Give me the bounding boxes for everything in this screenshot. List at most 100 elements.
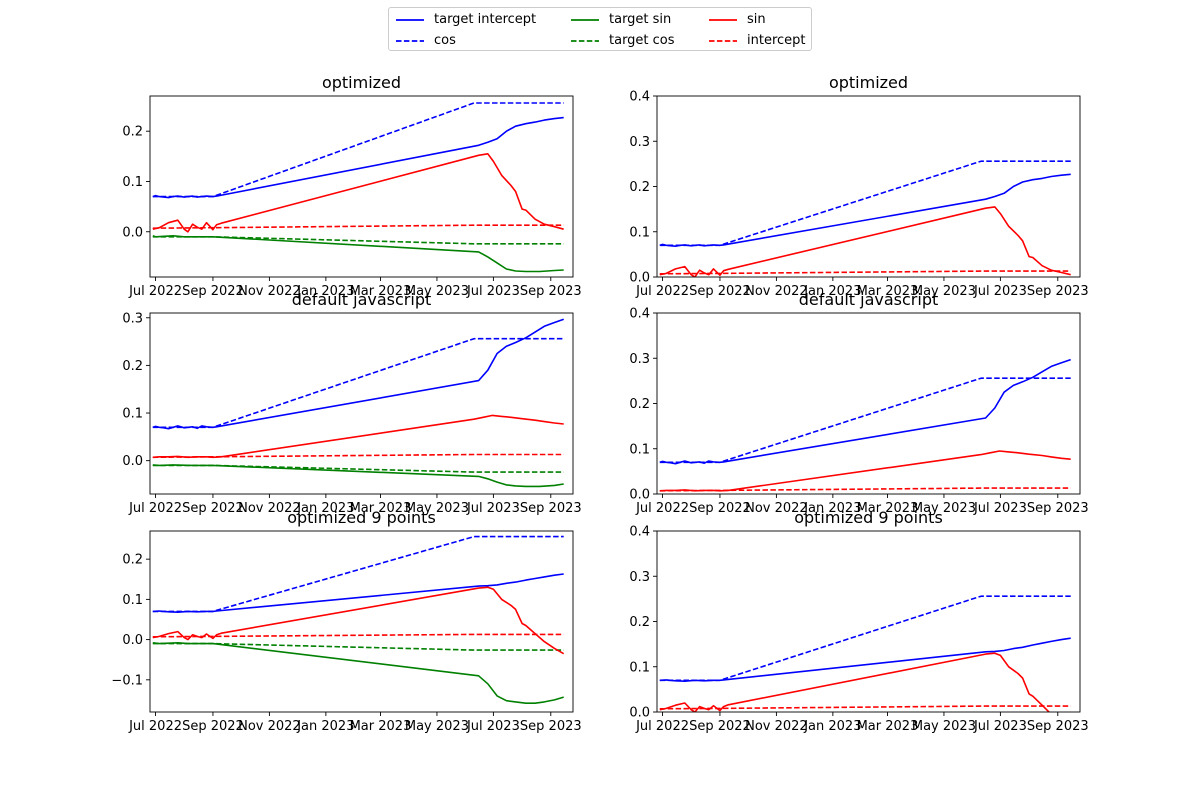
y-tick-label: −0.1: [111, 673, 143, 688]
y-tick-label: 0.4: [629, 90, 650, 105]
y-tick-label: 0.2: [629, 397, 650, 412]
y-tick-label: 0.0: [629, 706, 650, 721]
x-tick-label: Jul 2022: [635, 284, 689, 299]
chart-title: default javascript: [292, 290, 432, 309]
axes-frame: [656, 312, 1081, 495]
x-tick-label: Jul 2022: [128, 719, 182, 734]
legend-swatch: [709, 19, 737, 21]
series-line: [659, 652, 1051, 712]
y-tick-label: 0.1: [122, 407, 143, 422]
legend-label: target sin: [609, 12, 672, 27]
x-tick-label: May 2023: [405, 501, 469, 516]
y-tick-label: 0.4: [629, 525, 650, 540]
legend-label: cos: [434, 33, 456, 48]
series-line: [152, 102, 564, 198]
x-tick-label: Jul 2022: [635, 719, 689, 734]
x-tick-label: Nov 2022: [745, 719, 808, 734]
x-tick-label: Mar 2023: [857, 719, 919, 734]
x-tick-label: Nov 2022: [745, 284, 808, 299]
x-tick-label: Sep 2023: [1027, 284, 1089, 299]
y-tick-label: 0.1: [122, 175, 143, 190]
x-tick-label: Jan 2023: [296, 719, 354, 734]
y-tick-label: 0.3: [122, 311, 143, 326]
x-tick-label: Mar 2023: [350, 284, 412, 299]
series-group: [659, 160, 1071, 277]
y-tick-label: 0.3: [629, 570, 650, 585]
series-line: [659, 487, 1071, 492]
chart-title: optimized: [829, 73, 908, 92]
x-tick-label: Sep 2023: [520, 719, 582, 734]
x-tick-label: Sep 2023: [1027, 501, 1089, 516]
x-tick-label: Jul 2022: [128, 501, 182, 516]
y-tick-label: 0.1: [629, 442, 650, 457]
x-tick-label: Mar 2023: [857, 501, 919, 516]
axes-frame: [656, 95, 1081, 278]
series-line: [152, 235, 564, 273]
series-line: [152, 464, 564, 488]
x-tick-label: May 2023: [912, 719, 976, 734]
series-line: [152, 642, 564, 651]
x-tick-label: Jan 2023: [803, 719, 861, 734]
y-tick-label: 0.1: [122, 593, 143, 608]
x-tick-label: Nov 2022: [238, 719, 301, 734]
legend-label: target intercept: [434, 12, 537, 27]
x-tick-label: Sep 2023: [1027, 719, 1089, 734]
x-tick-label: Sep 2022: [689, 284, 751, 299]
series-group: [659, 358, 1071, 492]
legend-swatch: [396, 19, 424, 21]
x-tick-label: Jul 2023: [466, 719, 520, 734]
x-tick-label: May 2023: [405, 284, 469, 299]
series-line: [659, 377, 1071, 464]
series-line: [152, 153, 564, 233]
x-tick-label: Jul 2023: [973, 284, 1027, 299]
x-tick-label: Jan 2023: [296, 501, 354, 516]
x-tick-label: Jul 2023: [973, 719, 1027, 734]
series-group: [152, 535, 565, 705]
y-tick-label: 0.2: [122, 125, 143, 140]
legend-label: intercept: [747, 33, 806, 48]
figure-legend: target intercept cos target sin target cos s…: [388, 7, 812, 51]
x-tick-label: May 2023: [405, 719, 469, 734]
x-tick-label: Sep 2022: [689, 501, 751, 516]
chart-title: optimized: [322, 73, 401, 92]
x-tick-label: Jul 2022: [128, 284, 182, 299]
x-tick-label: Nov 2022: [745, 501, 808, 516]
series-line: [152, 224, 564, 229]
series-line: [152, 236, 564, 245]
x-tick-label: Sep 2023: [520, 501, 582, 516]
x-tick-label: Jul 2023: [466, 284, 520, 299]
x-tick-label: Sep 2022: [182, 501, 244, 516]
x-tick-label: Nov 2022: [238, 284, 301, 299]
series-line: [659, 358, 1071, 465]
legend-label: sin: [747, 12, 766, 27]
chart-title: optimized 9 points: [794, 508, 943, 527]
x-tick-label: Jul 2022: [635, 501, 689, 516]
y-tick-label: 0.4: [629, 307, 650, 322]
series-line: [152, 337, 564, 429]
x-tick-label: Sep 2023: [520, 284, 582, 299]
axes-frame: [656, 530, 1081, 713]
x-tick-label: Sep 2022: [182, 719, 244, 734]
series-group: [152, 318, 564, 488]
y-tick-label: 0.0: [122, 225, 143, 240]
y-tick-label: 0.2: [629, 180, 650, 195]
x-tick-label: Sep 2022: [182, 284, 244, 299]
legend-swatch: [709, 40, 737, 42]
series-line: [659, 270, 1071, 275]
series-line: [152, 535, 564, 613]
series-group: [659, 595, 1071, 712]
series-line: [659, 595, 1071, 682]
series-line: [152, 586, 565, 655]
series-line: [152, 453, 564, 459]
series-line: [152, 641, 564, 705]
y-tick-label: 0.2: [122, 553, 143, 568]
y-tick-label: 0.0: [122, 633, 143, 648]
x-tick-label: May 2023: [912, 501, 976, 516]
